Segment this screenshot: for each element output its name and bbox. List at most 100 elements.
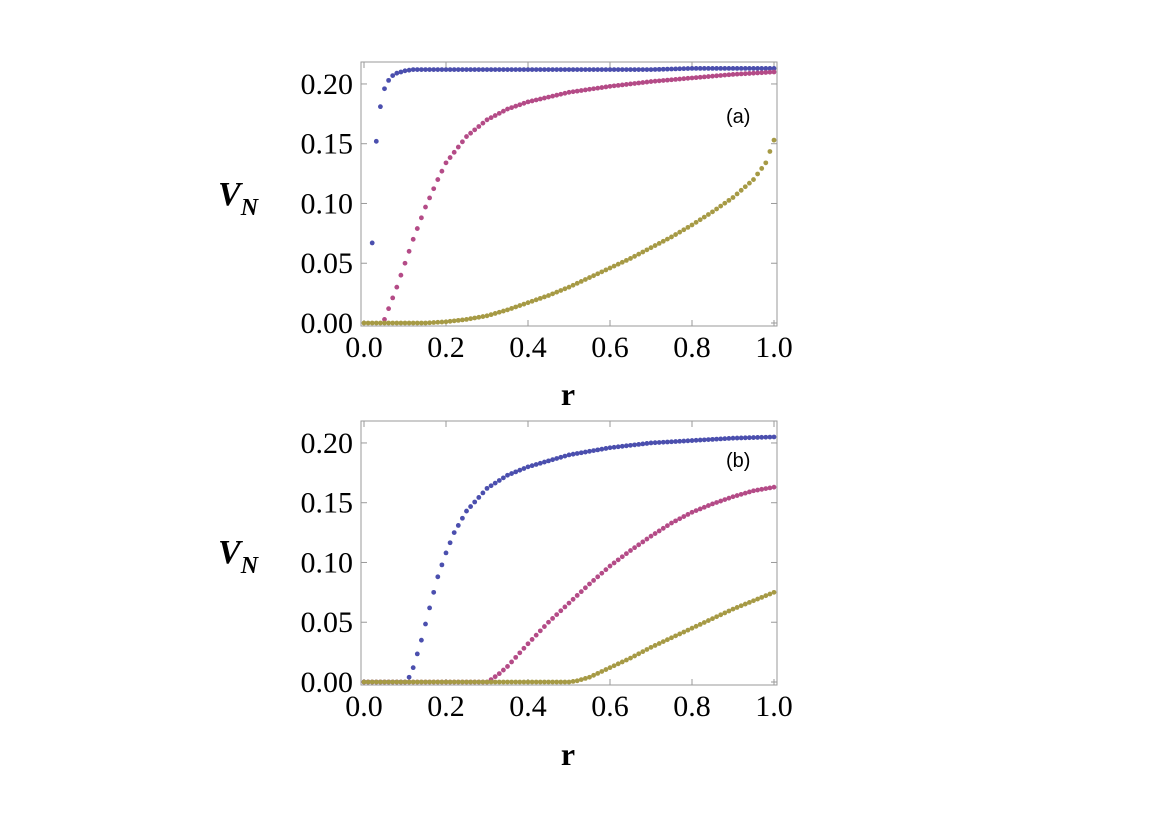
x-tick-label: 0.8 xyxy=(673,331,711,364)
y-axis-title: VN xyxy=(218,534,260,579)
series-1-point xyxy=(763,486,769,492)
series-2-point xyxy=(730,606,736,612)
series-1-point xyxy=(455,144,461,150)
series-1-point xyxy=(603,84,609,90)
y-tick-label: 0.10 xyxy=(301,546,354,579)
series-2-point xyxy=(394,679,400,685)
series-2-point xyxy=(677,229,683,235)
series-1-point xyxy=(689,509,695,515)
series-0-point xyxy=(492,480,498,486)
series-2-point xyxy=(771,137,777,143)
series-2-point xyxy=(501,308,506,314)
series-1-point xyxy=(406,248,412,254)
x-tick-label: 0.8 xyxy=(673,690,711,723)
series-2-point xyxy=(509,679,514,685)
series-2-point xyxy=(689,222,695,228)
series-2-point xyxy=(747,600,752,605)
panel-b: 0.0 0.2 0.4 0.6 0.8 1.0 0.000.050.100.150.20 … xyxy=(218,420,793,772)
series-2-point xyxy=(382,679,387,685)
series-1-point xyxy=(492,113,498,118)
series-2-point xyxy=(373,679,379,685)
series-0-point xyxy=(509,67,514,73)
series-1-point xyxy=(542,624,547,629)
series-1-point xyxy=(501,667,506,673)
series-1-point xyxy=(505,106,510,112)
series-1-point xyxy=(439,168,445,174)
series-0-point xyxy=(673,439,678,444)
series-1-point xyxy=(648,79,654,84)
series-1-point xyxy=(513,654,519,660)
series-1-point xyxy=(476,124,482,129)
series-0-point xyxy=(722,436,728,442)
series-0-point xyxy=(464,67,469,73)
plot-frame xyxy=(360,420,778,686)
series-0-point xyxy=(685,66,691,71)
series-2-point xyxy=(742,184,748,190)
series-2-point xyxy=(431,320,437,325)
series-1-point xyxy=(771,69,777,75)
series-0-point xyxy=(644,441,650,446)
series-2-point xyxy=(558,679,564,685)
series-1-point xyxy=(660,78,666,83)
series-0-point xyxy=(423,621,428,627)
series-1-point xyxy=(747,489,752,495)
series-2-point xyxy=(591,273,596,279)
series-1-point xyxy=(718,73,724,78)
series-0-point xyxy=(636,67,642,73)
series-0-point xyxy=(599,446,605,452)
x-tick-label: 0.4 xyxy=(509,690,547,723)
series-2-point xyxy=(681,227,687,233)
series-1-point xyxy=(419,215,424,221)
series-2-point xyxy=(714,614,719,620)
series-1-point xyxy=(665,77,670,83)
series-2-point xyxy=(689,625,695,631)
series-0-point xyxy=(726,66,732,71)
series-2-point xyxy=(628,655,633,661)
y-tick-label: 0.05 xyxy=(301,247,354,280)
series-2-point xyxy=(706,618,711,623)
series-0-point xyxy=(533,462,539,467)
series-2-point xyxy=(677,631,683,637)
series-0-point xyxy=(644,67,650,73)
series-2-point xyxy=(665,637,670,643)
series-2-point xyxy=(427,320,432,326)
series-2-point xyxy=(710,209,715,215)
series-0-point xyxy=(652,440,658,446)
series-0-point xyxy=(701,66,707,71)
series-0-point xyxy=(554,456,560,461)
series-0-point xyxy=(681,438,687,444)
data-points xyxy=(361,66,777,326)
series-2-point xyxy=(751,177,756,182)
series-0-point xyxy=(619,67,625,73)
series-0-point xyxy=(373,138,379,144)
y-tick-label: 0.15 xyxy=(301,487,354,520)
series-2-point xyxy=(369,679,375,685)
series-0-point xyxy=(611,67,617,73)
series-2-point xyxy=(648,644,654,650)
series-1-point xyxy=(673,77,678,82)
series-1-point xyxy=(656,528,662,534)
series-1-point xyxy=(714,500,719,505)
series-1-point xyxy=(603,567,609,573)
series-0-point xyxy=(480,490,486,496)
series-2-point xyxy=(550,291,555,297)
series-0-point xyxy=(767,434,773,440)
series-2-point xyxy=(673,232,678,237)
panel-label: (a) xyxy=(726,106,750,128)
series-0-point xyxy=(595,447,601,453)
series-1-point xyxy=(566,89,572,95)
series-0-point xyxy=(693,66,699,71)
series-1-point xyxy=(578,88,584,93)
series-2-point xyxy=(390,320,396,326)
series-0-point xyxy=(771,434,777,440)
series-2-point xyxy=(398,320,404,326)
series-0-point xyxy=(460,515,465,521)
series-2-point xyxy=(583,277,588,282)
series-0-point xyxy=(706,66,711,71)
series-2-point xyxy=(443,319,449,325)
series-0-point xyxy=(369,240,375,246)
series-1-point xyxy=(394,284,400,290)
series-2-point xyxy=(361,320,367,326)
series-1-point xyxy=(554,92,560,98)
series-2-point xyxy=(624,657,629,663)
